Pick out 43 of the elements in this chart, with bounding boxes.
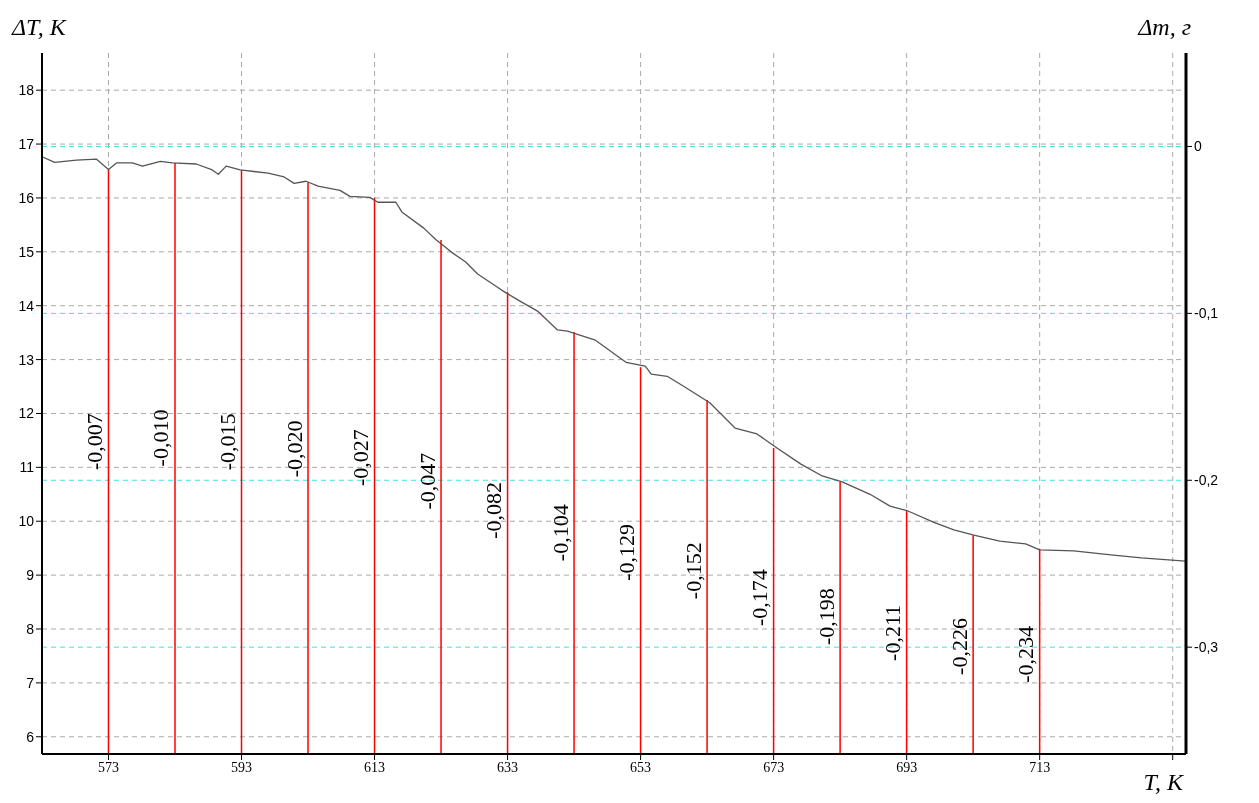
annotation: -0,198 [813,588,839,646]
y2-tick-label: -0,3 [1194,639,1219,656]
x-tick-label: 633 [497,759,519,775]
x-tick-label: 713 [1029,759,1051,775]
y-tick-label: 8 [26,620,35,637]
annotation: -0,174 [747,569,773,627]
y-tick-label: 18 [18,82,35,99]
x-tick-label: 653 [630,759,652,775]
annotation: -0,047 [414,452,440,510]
x-axis-title: T, К [1143,769,1183,796]
x-tick-label: 593 [231,759,253,775]
annotation: -0,007 [81,413,107,471]
y-axis-title: ΔT, К [12,14,66,41]
y-tick-label: 10 [18,513,35,530]
y-tick-label: 6 [26,728,35,745]
y-tick-label: 14 [18,297,35,314]
y-tick-label: 16 [18,189,35,206]
y2-tick-label: 0 [1194,138,1202,155]
y-tick-label: 9 [26,567,35,584]
y2-tick-label: -0,1 [1194,305,1219,322]
x-tick-label: 573 [98,759,120,775]
annotation: -0,129 [614,523,640,581]
annotation: -0,010 [148,409,174,467]
y2-tick-label: -0,2 [1194,472,1219,489]
annotation: -0,020 [281,420,307,478]
annotation: -0,211 [880,604,906,661]
annotation: -0,082 [481,482,507,539]
y-tick-label: 13 [18,351,35,368]
y-tick-label: 12 [18,405,35,422]
x-tick-label: 673 [763,759,785,775]
annotation: -0,015 [215,413,240,471]
y-tick-label: 17 [18,136,35,153]
y-tick-label: 7 [26,674,35,691]
x-tick-label: 693 [896,759,918,775]
annotation: -0,234 [1013,625,1039,683]
x-tick-label: 613 [364,759,386,775]
annotation: -0,104 [547,504,573,562]
y-tick-label: 11 [19,459,35,476]
annotation: -0,027 [348,429,374,487]
y-tick-label: 15 [18,243,35,260]
y2-axis-title: Δm, г [1138,14,1191,41]
annotation: -0,226 [946,618,972,675]
annotation: -0,152 [680,542,706,600]
